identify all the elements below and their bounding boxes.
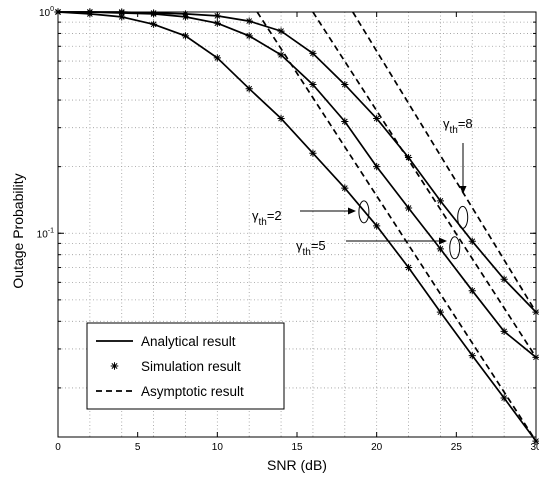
simulation-marker — [309, 80, 317, 89]
simulation-marker — [532, 437, 539, 445]
simulation-marker — [468, 237, 476, 245]
threshold-label: γth=8 — [443, 116, 473, 136]
legend-label: Simulation result — [141, 359, 241, 374]
threshold-label: γth=5 — [296, 238, 326, 258]
simulation-marker — [436, 308, 444, 316]
simulation-marker — [277, 114, 285, 123]
simulation-marker — [468, 287, 476, 295]
simulation-marker — [373, 222, 381, 230]
x-tick-label: 10 — [212, 442, 224, 453]
legend-swatch-marker — [110, 362, 119, 370]
simulation-marker — [309, 149, 317, 157]
threshold-ellipse — [457, 205, 469, 229]
arrow-head — [348, 207, 356, 215]
simulation-marker — [181, 32, 190, 40]
x-tick-label: 0 — [55, 442, 61, 453]
axis-ticks: 0 5 10 15 20 25 30 100 10-1 — [37, 6, 539, 453]
simulation-marker — [213, 19, 221, 27]
legend-label: Asymptotic result — [141, 384, 244, 399]
simulation-marker — [341, 184, 349, 192]
simulation-marker — [500, 275, 508, 283]
x-axis-label: SNR (dB) — [267, 457, 327, 473]
threshold-ellipse — [449, 236, 461, 260]
simulation-marker — [373, 163, 381, 171]
simulation-marker — [436, 197, 444, 205]
analytical-curve — [57, 11, 537, 442]
simulation-marker — [404, 153, 413, 162]
simulation-marker — [213, 54, 221, 62]
asymptotic-line — [312, 11, 537, 358]
simulation-marker — [373, 114, 381, 123]
simulation-marker — [245, 85, 253, 93]
simulation-marker — [341, 117, 349, 126]
legend-label: Analytical result — [141, 334, 236, 349]
x-tick-label: 15 — [291, 442, 303, 453]
legend-box — [86, 322, 285, 410]
simulation-marker — [468, 351, 476, 360]
asymptotic-line — [256, 11, 537, 442]
simulation-marker — [500, 394, 508, 402]
legend: Analytical result Simulation result Asympt… — [86, 322, 285, 410]
x-tick-label: 30 — [530, 442, 539, 453]
simulation-marker — [436, 245, 444, 253]
annotations: γth=2 γth=5 γth=8 — [252, 116, 473, 260]
simulation-marker — [404, 263, 413, 272]
simulation-marker — [500, 327, 508, 336]
y-tick-label: 10-1 — [37, 227, 54, 240]
y-axis-label: Outage Probability — [10, 173, 26, 288]
simulation-marker — [277, 51, 285, 59]
arrow-head — [439, 237, 447, 245]
threshold-ellipse — [358, 200, 370, 224]
simulation-marker — [150, 20, 158, 28]
simulation-marker — [181, 10, 190, 18]
simulation-marker — [277, 27, 285, 35]
arrow-head — [459, 186, 467, 194]
simulation-marker — [341, 80, 349, 89]
simulation-marker — [309, 49, 317, 57]
x-tick-label: 20 — [371, 442, 383, 453]
threshold-label: γth=2 — [252, 208, 282, 228]
x-tick-label: 25 — [451, 442, 463, 453]
y-tick-label: 100 — [39, 6, 54, 19]
simulation-marker — [118, 13, 126, 21]
x-tick-label: 5 — [135, 442, 141, 453]
simulation-marker — [245, 32, 253, 40]
grid-lines — [58, 12, 536, 437]
simulation-marker — [404, 204, 413, 212]
asymptotic-line — [352, 11, 537, 313]
simulation-marker — [245, 17, 253, 25]
simulation-marker — [150, 9, 158, 17]
